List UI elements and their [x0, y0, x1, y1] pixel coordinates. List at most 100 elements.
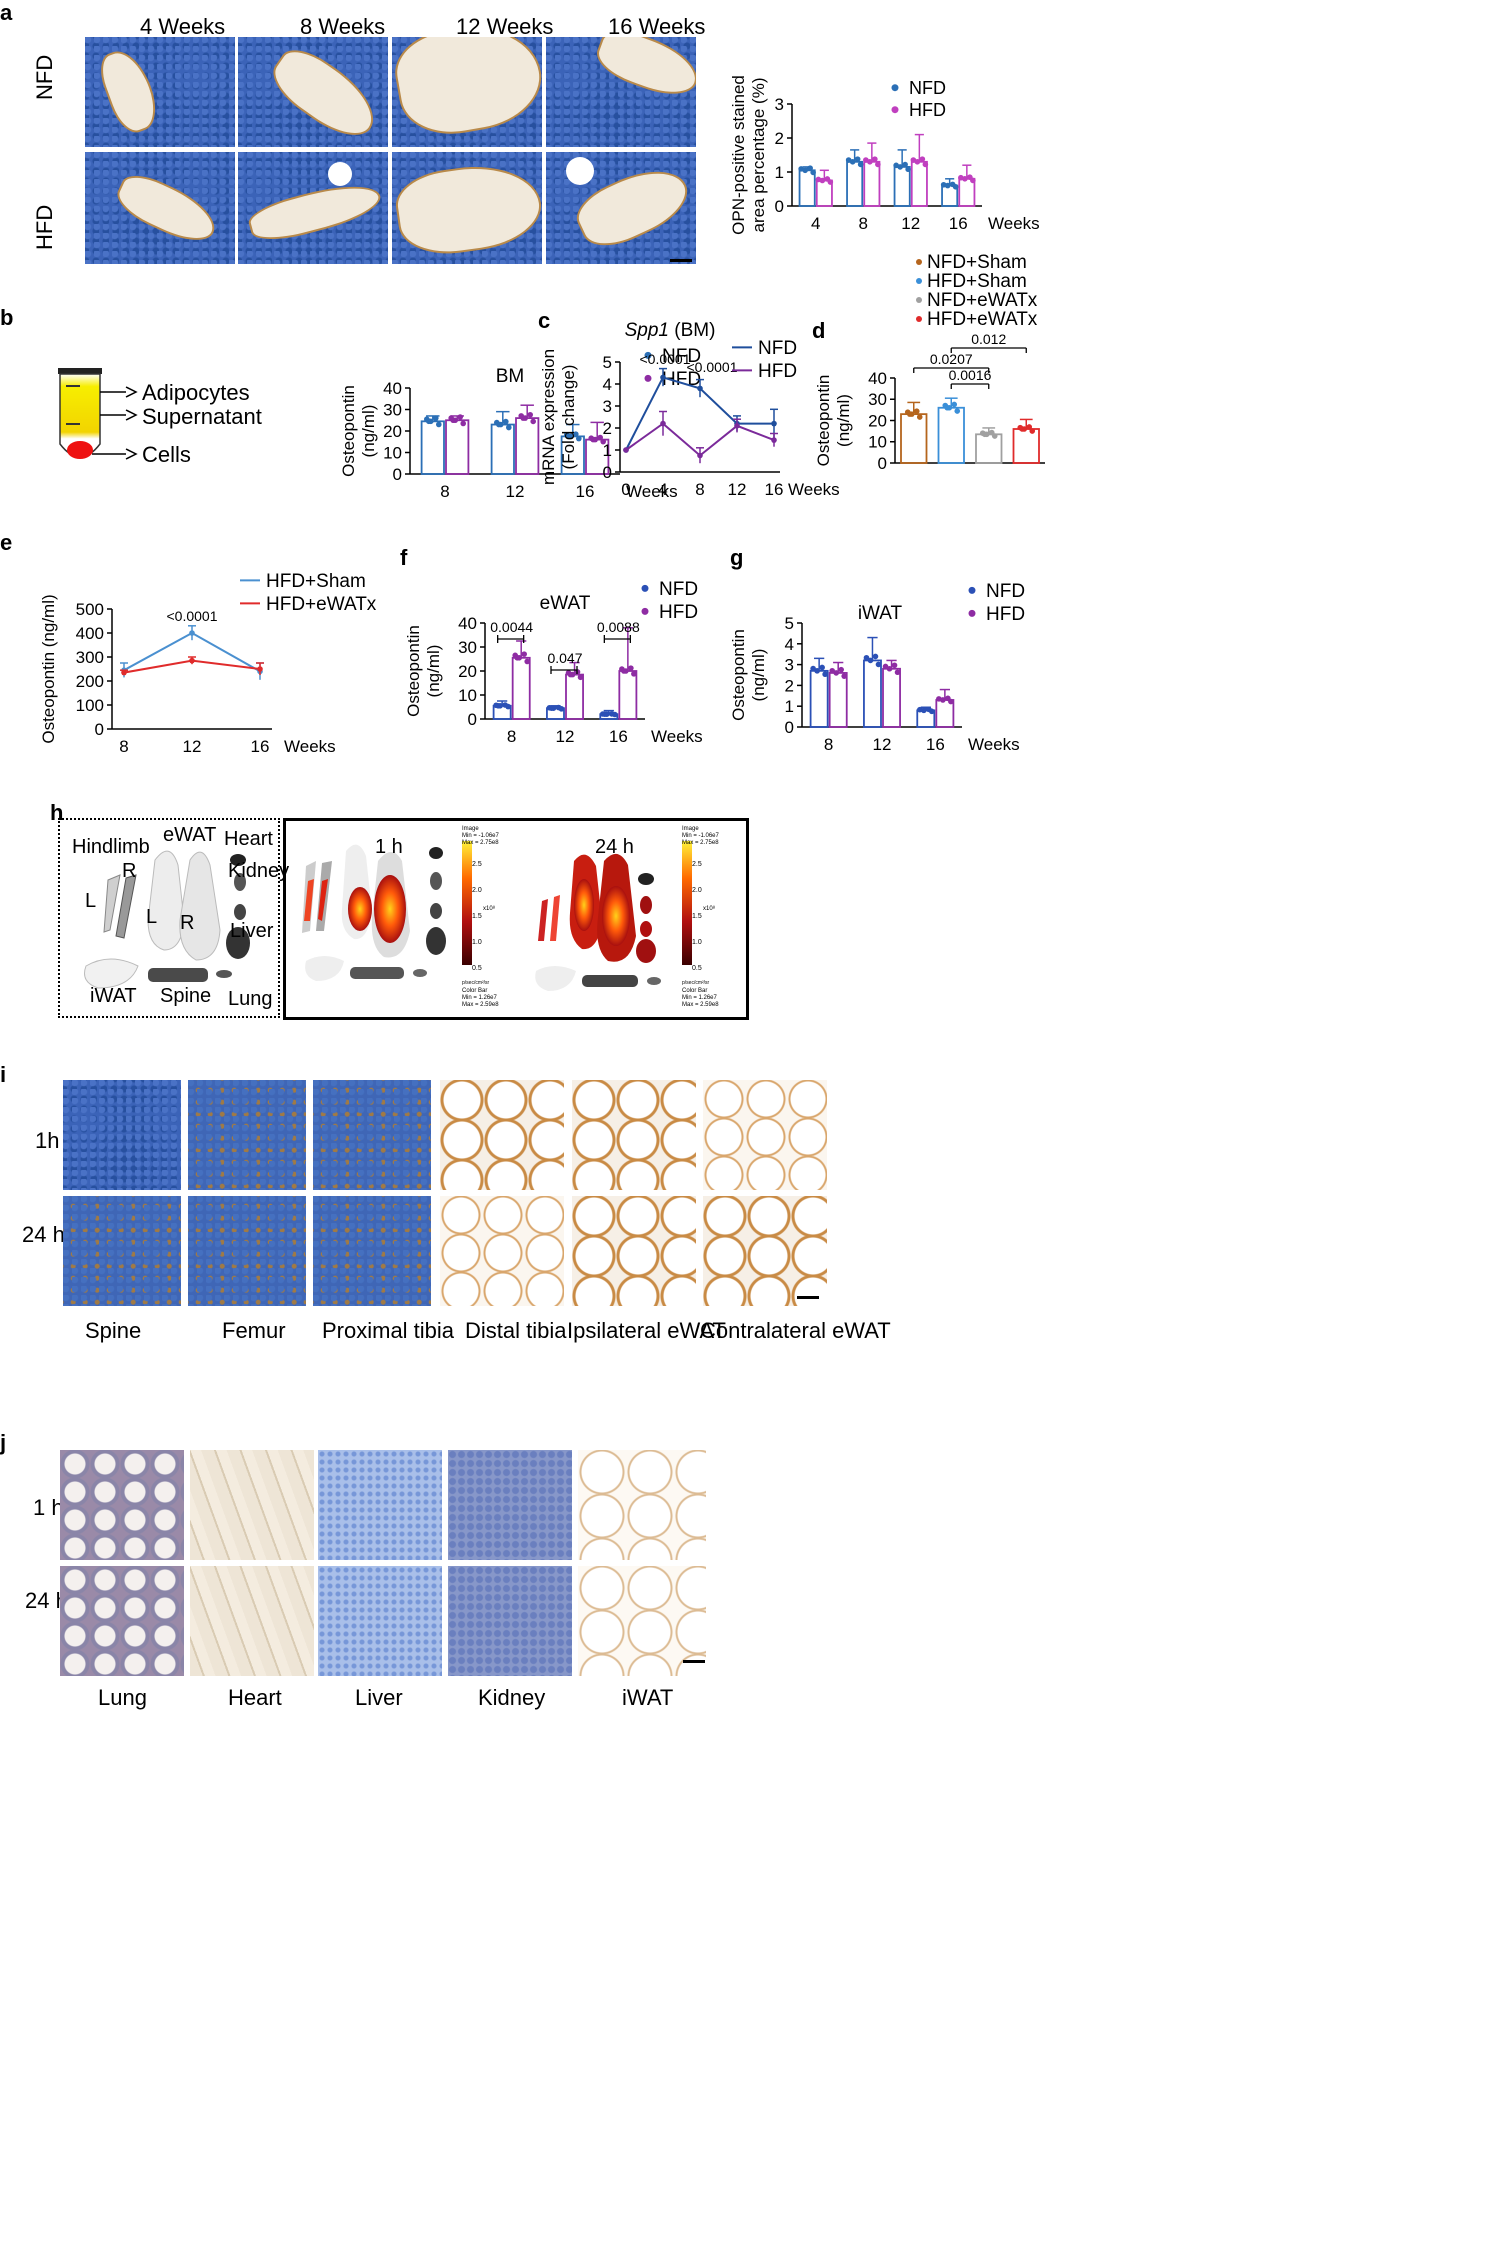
- bar: [798, 169, 816, 207]
- data-point: [558, 706, 565, 712]
- colorbar-exp: x10⁸: [703, 906, 716, 912]
- data-point: [1026, 424, 1033, 430]
- data-point: [948, 698, 954, 705]
- legend-label: HFD+Sham: [266, 571, 366, 592]
- data-point: [503, 418, 509, 425]
- row-label: HFD: [32, 204, 57, 250]
- organ-label: Spine: [160, 985, 212, 1007]
- data-point: [597, 434, 603, 441]
- data-point: [600, 438, 606, 445]
- micrograph-proximal-tibia-1h: [313, 1080, 431, 1190]
- organ-label: L: [85, 890, 97, 912]
- y-tick-label: 0: [468, 710, 477, 729]
- panel-label-e: e: [0, 530, 13, 555]
- bar: [828, 672, 848, 728]
- x-axis-label: Weeks: [626, 482, 678, 501]
- data-point: [697, 452, 703, 459]
- data-point: [457, 414, 463, 420]
- y-tick-label: 0: [775, 197, 784, 216]
- p-value: 0.0207: [930, 351, 973, 367]
- y-axis-label: OPN-positive stained: [730, 75, 748, 235]
- p-value: 0.0044: [490, 619, 533, 635]
- data-point: [121, 669, 127, 676]
- data-point: [433, 415, 439, 421]
- col-label: Kidney: [478, 1685, 546, 1710]
- y-tick-label: 300: [76, 648, 104, 667]
- micrograph-kidney-24h: [448, 1566, 572, 1676]
- data-point: [621, 668, 627, 674]
- data-point: [573, 431, 579, 437]
- row-label: 1 h: [33, 1495, 64, 1520]
- x-tick-label: 12: [183, 737, 202, 755]
- colorbar-info: Color Bar Min = 1.26e7 Max = 2.59e8: [682, 988, 719, 1008]
- p-value: 0.0088: [597, 619, 640, 635]
- data-point: [734, 423, 740, 429]
- micrograph-femur-1h: [188, 1080, 306, 1190]
- data-point: [495, 703, 501, 709]
- data-point: [922, 161, 929, 168]
- y-axis-label: (ng/ml): [834, 394, 853, 447]
- chart-f: eWAT 0 10 20 30 40 Osteopontin (ng/ml) 8 12 16 Week…: [405, 579, 703, 746]
- panel-label-g: g: [730, 545, 744, 570]
- data-point: [962, 176, 968, 182]
- data-point: [905, 166, 911, 173]
- data-point: [1019, 426, 1026, 432]
- data-point: [612, 711, 618, 718]
- micrograph-hfd-16w: [546, 152, 696, 264]
- micrograph-hfd-8w: [238, 152, 388, 264]
- data-point: [875, 161, 881, 168]
- chart-title: Spp1 (BM): [625, 320, 716, 341]
- col-label: 12 Weeks: [456, 14, 554, 39]
- data-point: [771, 437, 777, 443]
- y-axis-label: Osteopontin: [340, 385, 358, 477]
- y-tick-label: 0: [785, 718, 794, 737]
- micrograph-contra-ewat-1h: [703, 1080, 827, 1190]
- micrograph-ipsi-ewat-24h: [572, 1196, 696, 1306]
- legend-marker: [641, 607, 649, 615]
- y-tick-label: 10: [458, 686, 477, 705]
- panel-label-i: i: [0, 1062, 7, 1087]
- data-point: [954, 408, 961, 414]
- chart-e: 0 100 200 300 400 500 Osteopontin (ng/ml) 8 12 16…: [40, 571, 377, 755]
- data-point: [496, 421, 502, 428]
- tube-label: Cells: [142, 442, 191, 467]
- bar: [937, 406, 965, 464]
- x-axis-label: Weeks: [651, 727, 703, 746]
- legend-label: HFD: [662, 369, 701, 390]
- organ-label: iWAT: [90, 985, 137, 1007]
- organ-layout-box: [58, 818, 280, 1018]
- ivis-image-box: [283, 818, 749, 1020]
- legend-label: NFD+eWATx: [927, 290, 1038, 311]
- data-point: [991, 433, 998, 439]
- legend-marker: [916, 259, 922, 265]
- row-label: 24 h: [22, 1222, 65, 1247]
- x-tick-label: 12: [506, 482, 525, 501]
- col-label: Femur: [222, 1318, 286, 1343]
- data-point: [566, 433, 572, 440]
- data-point: [505, 703, 511, 710]
- y-tick-label: 400: [76, 624, 104, 643]
- legend-marker: [916, 316, 922, 322]
- y-tick-label: 0: [95, 720, 104, 739]
- y-tick-label: 30: [383, 400, 402, 419]
- y-tick-label: 4: [603, 375, 612, 394]
- y-tick-label: 1: [603, 441, 612, 460]
- bar: [515, 417, 540, 475]
- y-tick-label: 40: [458, 614, 477, 633]
- x-tick-label: 16: [765, 480, 784, 499]
- y-tick-label: 40: [868, 369, 887, 388]
- micrograph-distal-tibia-24h: [440, 1196, 564, 1306]
- x-tick-label: 16: [949, 214, 968, 233]
- x-axis-label: Weeks: [284, 737, 336, 755]
- data-point: [577, 674, 584, 681]
- data-point: [872, 653, 879, 660]
- data-point: [460, 420, 466, 427]
- y-tick-label: 1: [785, 697, 794, 716]
- organ-label: Kidney: [228, 860, 290, 882]
- p-value: <0.0001: [167, 608, 218, 624]
- x-tick-label: 8: [507, 727, 516, 746]
- data-point: [426, 418, 432, 425]
- y-tick-label: 30: [458, 638, 477, 657]
- y-tick-label: 1: [775, 163, 784, 182]
- data-point: [863, 654, 870, 661]
